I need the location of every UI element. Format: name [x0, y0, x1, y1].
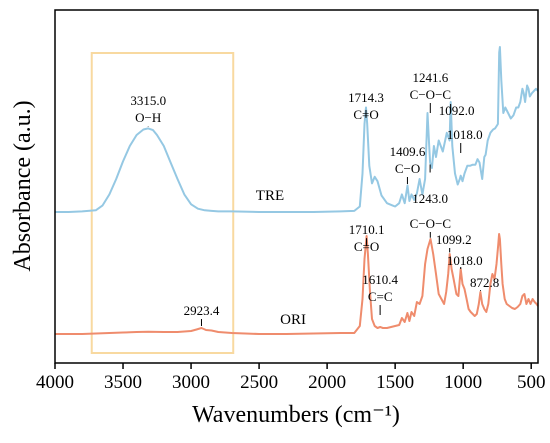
series-label-tre: TRE — [256, 188, 284, 204]
annotation-tre-3315: 3315.0 O−H — [130, 93, 166, 127]
x-tick-label-1500: 1500 — [376, 372, 414, 393]
annotation-tre-1243: 1243.0 — [412, 164, 448, 206]
annotation-ori-1610: 1610.4 C=C — [362, 272, 399, 315]
annotation-text-tre-1409-1: C−O — [395, 161, 420, 176]
series-line-tre — [55, 46, 539, 213]
annotation-tre-1092: 1092.0 — [439, 103, 475, 118]
y-axis-title: Absorbance (a.u.) — [10, 100, 36, 271]
x-tick-label-500: 500 — [517, 372, 546, 393]
annotation-text-ori-1610-1: C=C — [368, 289, 393, 304]
x-axis-ticks: 4000 3500 3000 2500 2000 1500 1000 500 — [36, 363, 545, 393]
annotation-ori-1241: C−O−C — [410, 216, 451, 238]
annotation-text-tre-1409-0: 1409.6 — [390, 144, 426, 159]
annotation-ori-1710: 1710.1 C=O — [349, 222, 385, 254]
annotation-text-tre-3315-1: O−H — [135, 110, 161, 125]
annotation-ori-2923: 2923.4 — [184, 303, 220, 327]
series-layer: TRE ORI — [55, 46, 539, 335]
highlight-box — [90, 52, 235, 354]
x-tick-label-2500: 2500 — [240, 372, 278, 393]
annotation-text-ori-1241-0: C−O−C — [410, 216, 451, 231]
annotation-text-tre-1018-0: 1018.0 — [447, 127, 483, 142]
annotation-text-ori-1710-1: C=O — [354, 239, 379, 254]
x-tick-label-3000: 3000 — [172, 372, 210, 393]
annotation-layer: 3315.0O−H1714.3C=O1409.6C−O1243.01241.6C… — [130, 70, 499, 327]
annotation-text-ori-1018-0: 1018.0 — [447, 253, 483, 268]
x-axis-title: Wavenumbers (cm⁻¹) — [192, 402, 400, 428]
x-tick-label-1000: 1000 — [444, 372, 482, 393]
annotation-tre-1241: 1241.6 C−O−C — [410, 70, 451, 113]
annotation-text-ori-872-0: 872.8 — [470, 275, 499, 290]
annotation-text-tre-1243-0: 1243.0 — [412, 191, 448, 206]
x-tick-label-2000: 2000 — [308, 372, 346, 393]
annotation-tre-1409: 1409.6 C−O — [390, 144, 426, 185]
annotation-ori-872: 872.8 — [470, 275, 499, 291]
series-label-ori: ORI — [280, 312, 306, 328]
annotation-tre-1018: 1018.0 — [447, 127, 483, 153]
annotation-text-ori-1099-0: 1099.2 — [436, 232, 472, 247]
annotation-text-tre-1092-0: 1092.0 — [439, 103, 475, 118]
x-tick-label-4000: 4000 — [36, 372, 74, 393]
annotation-text-tre-1714-0: 1714.3 — [348, 90, 384, 105]
annotation-tre-1714: 1714.3C=O — [348, 90, 384, 122]
annotation-ori-1018: 1018.0 — [447, 253, 483, 269]
annotation-text-ori-1610-0: 1610.4 — [362, 272, 398, 287]
series-line-ori — [55, 233, 539, 335]
annotation-text-ori-1710-0: 1710.1 — [349, 222, 385, 237]
annotation-text-tre-3315-0: 3315.0 — [130, 93, 166, 108]
x-tick-label-3500: 3500 — [104, 372, 142, 393]
annotation-text-tre-1241-1: C−O−C — [410, 87, 451, 102]
annotation-text-tre-1241-0: 1241.6 — [413, 70, 449, 85]
annotation-text-ori-2923-0: 2923.4 — [184, 303, 220, 318]
plot-frame — [54, 9, 539, 364]
annotation-ori-1099: 1099.2 — [436, 232, 472, 253]
